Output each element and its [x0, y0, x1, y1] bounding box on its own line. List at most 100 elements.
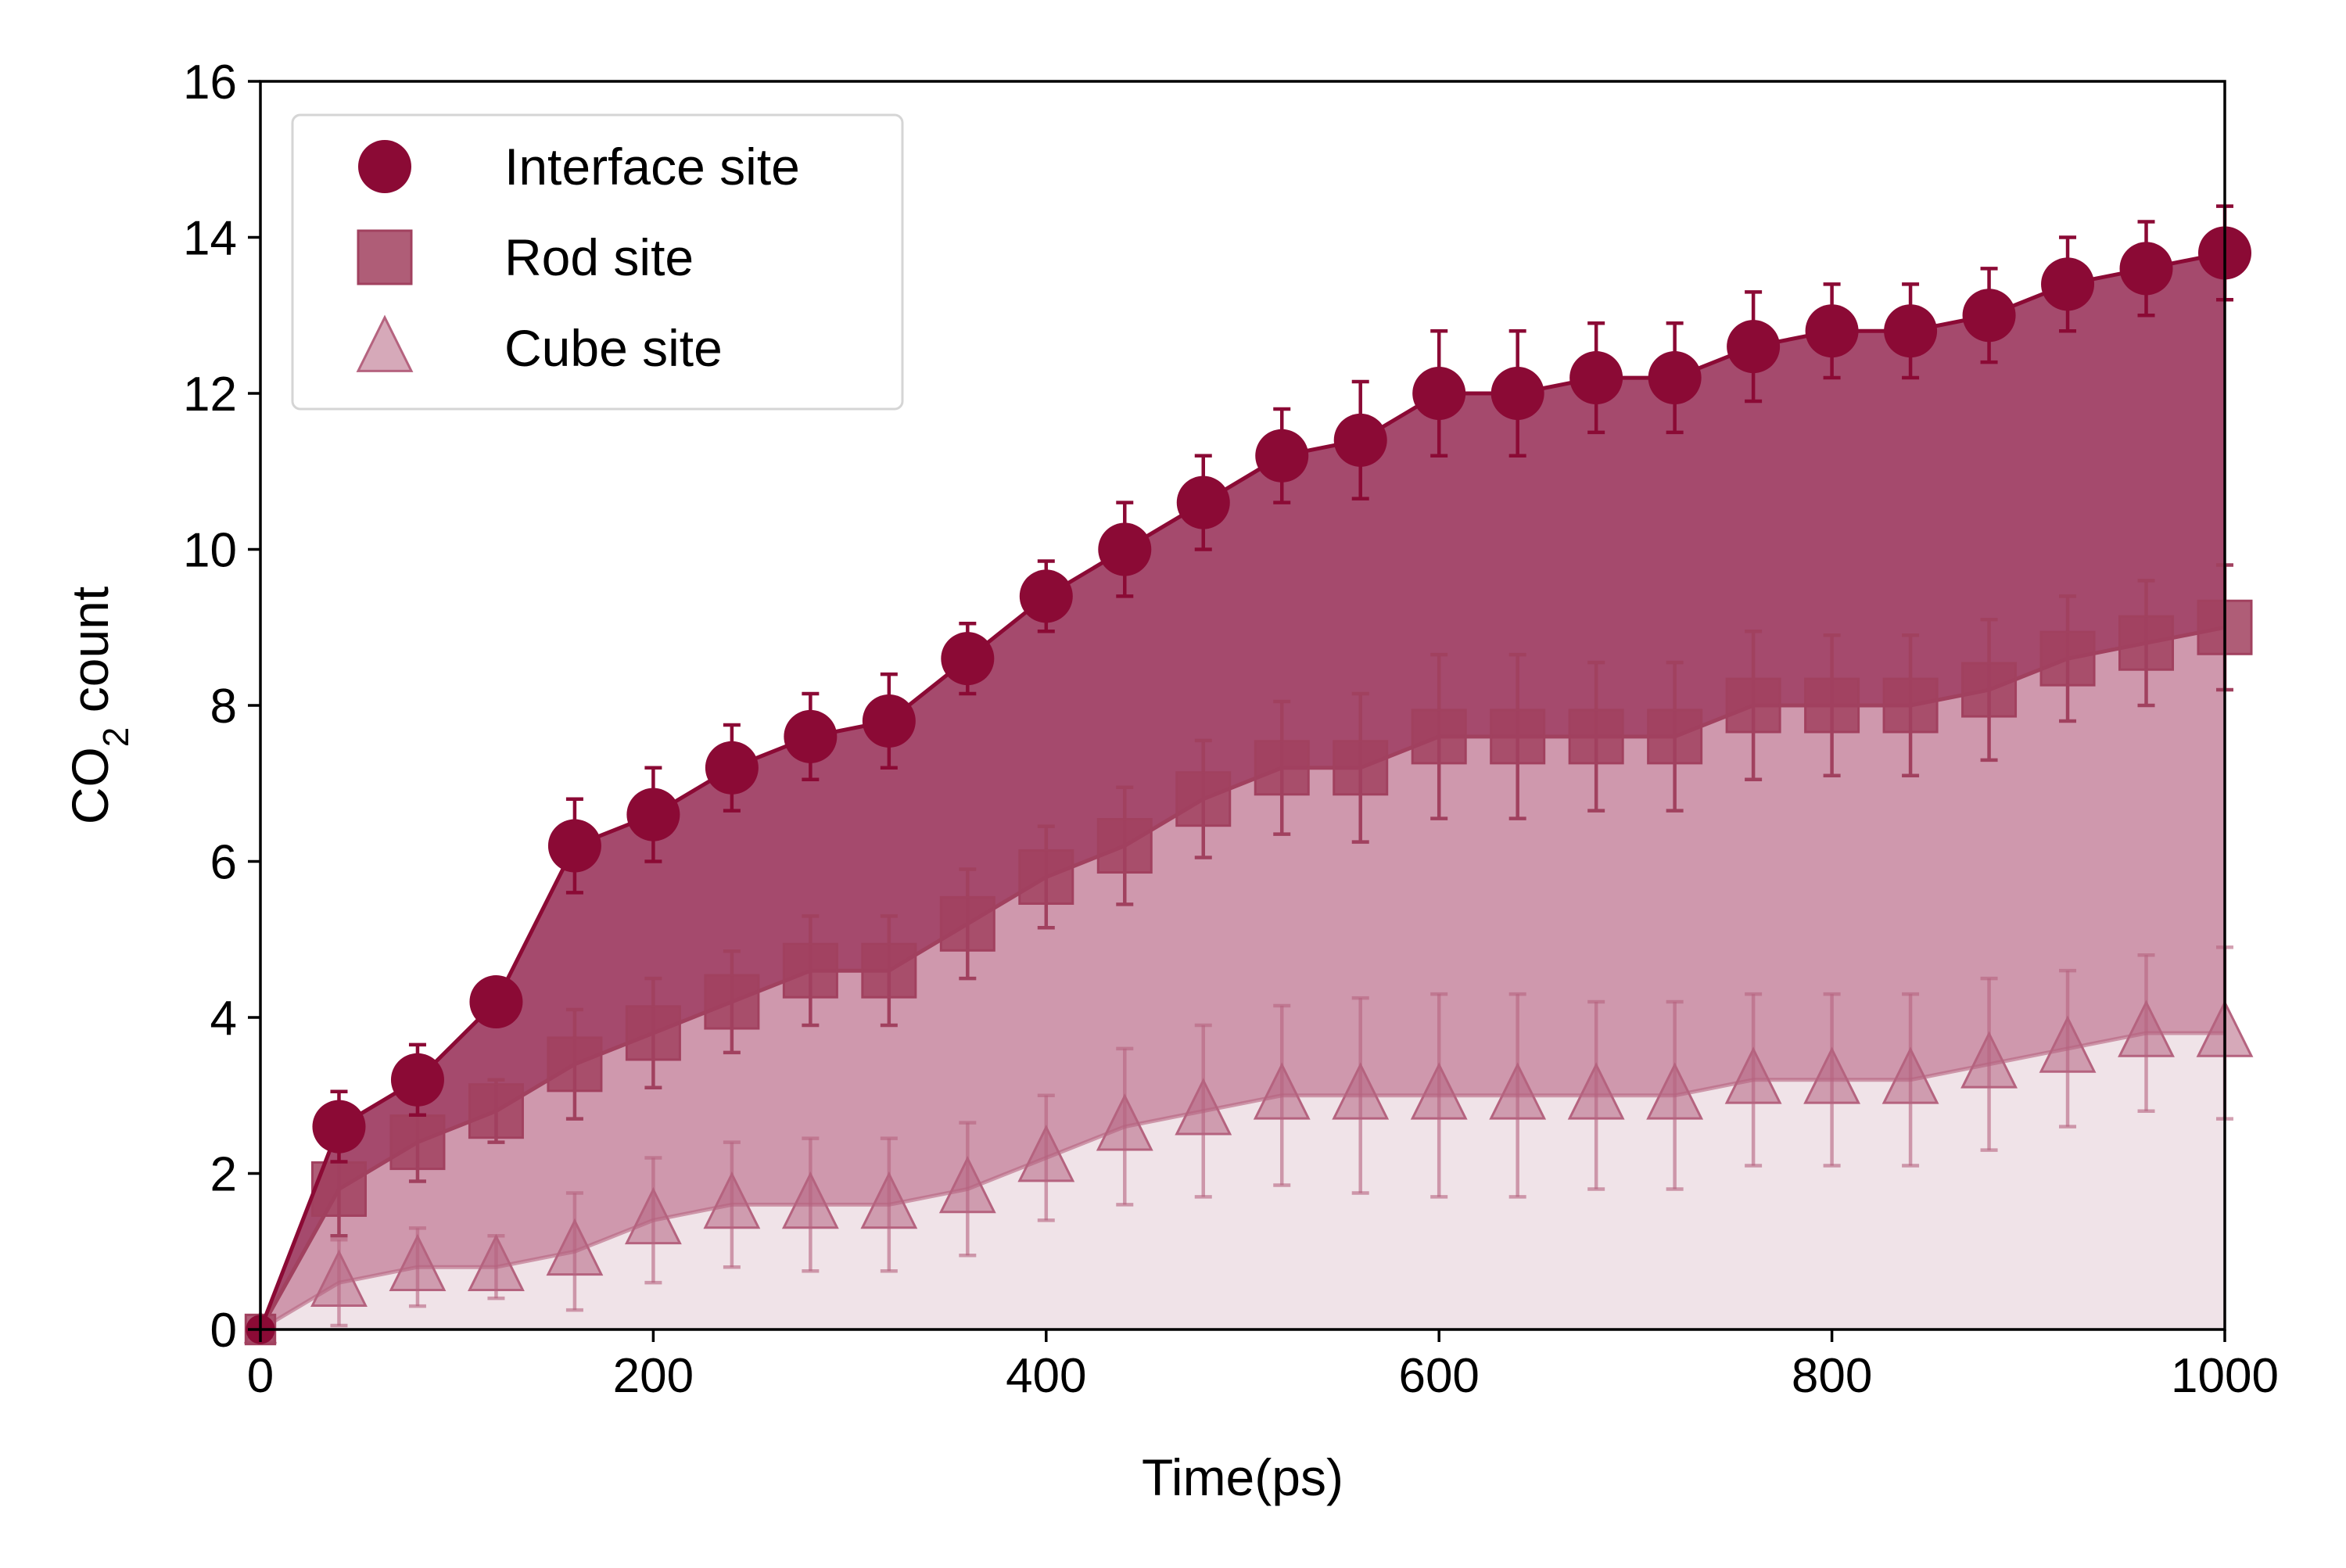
data-point-triangle: [2118, 999, 2175, 1057]
data-point-square: [547, 1036, 603, 1093]
data-point-square: [1096, 818, 1153, 874]
data-point-square: [1333, 740, 1389, 796]
data-point-triangle: [1410, 1062, 1468, 1120]
data-point-circle: [2041, 257, 2095, 311]
data-point-triangle: [1724, 1046, 1782, 1104]
data-point-circle: [862, 694, 916, 748]
data-point-square: [939, 895, 995, 952]
y-tick-label: 8: [210, 680, 237, 734]
y-axis-title-suffix: count: [61, 587, 119, 727]
axis-ticks: 0 200 400 600 800 1000 0 2 4 6 8 10 12 14 16: [183, 56, 2279, 1403]
legend-label-circle: Interface site: [504, 138, 800, 196]
x-tick-label: 800: [1792, 1349, 1872, 1403]
data-point-circle: [1176, 475, 1230, 529]
data-point-circle: [547, 819, 601, 873]
legend-item-circle: Interface site: [358, 138, 800, 196]
data-point-triangle: [1332, 1062, 1390, 1120]
data-point-square: [1961, 662, 2018, 718]
y-tick-label: 10: [183, 524, 237, 578]
data-point-triangle: [1960, 1031, 2018, 1089]
y-axis-title-prefix: CO: [61, 747, 119, 824]
y-tick-label: 14: [183, 212, 237, 266]
data-point-square: [1018, 849, 1074, 905]
data-point-circle: [1333, 413, 1387, 467]
data-point-square: [704, 974, 760, 1030]
y-tick-label: 2: [210, 1148, 237, 1202]
data-point-circle: [705, 741, 759, 795]
y-tick-label: 6: [210, 836, 237, 890]
data-point-circle: [1019, 569, 1073, 623]
data-point-square: [1568, 709, 1624, 765]
data-point-circle: [1255, 429, 1309, 483]
data-point-square: [389, 1114, 446, 1171]
x-tick-label: 400: [1006, 1349, 1086, 1403]
data-point-triangle: [468, 1233, 525, 1292]
legend-item-triangle: Cube site: [356, 314, 723, 377]
data-point-triangle: [546, 1218, 604, 1276]
series-circle: [246, 204, 2251, 1344]
x-axis-title: Time(ps): [1142, 1448, 1343, 1506]
data-point-triangle: [1017, 1125, 1075, 1182]
legend-marker-triangle: [356, 314, 414, 372]
data-point-circle: [1490, 367, 1544, 420]
data-point-triangle: [2039, 1015, 2097, 1073]
legend-marker-square: [357, 229, 413, 285]
data-point-triangle: [389, 1233, 447, 1292]
data-point-triangle: [1803, 1046, 1861, 1104]
series-square: [244, 563, 2253, 1346]
area-fills: [260, 253, 2225, 1329]
data-point-square: [1882, 677, 1939, 734]
area-fill-circle: [260, 253, 2225, 1329]
data-point-square: [1254, 740, 1310, 796]
legend-box: [291, 113, 904, 411]
x-tick-label: 600: [1398, 1349, 1479, 1403]
area-fill-triangle: [260, 1033, 2225, 1329]
data-point-triangle: [1096, 1093, 1153, 1151]
data-point-square: [861, 942, 917, 999]
data-point-square: [468, 1083, 524, 1139]
data-point-square: [1490, 709, 1546, 765]
data-point-square: [1411, 709, 1467, 765]
y-axis-title: CO2 count: [61, 587, 136, 824]
data-point-square: [1804, 677, 1860, 734]
legend: Interface site Rod site Cube site: [291, 113, 904, 411]
y-tick-label: 0: [210, 1304, 237, 1358]
data-point-triangle: [1567, 1062, 1625, 1120]
data-point-triangle: [860, 1171, 918, 1229]
data-point-circle: [941, 632, 995, 686]
data-point-triangle: [1489, 1062, 1547, 1120]
data-point-triangle: [1646, 1062, 1704, 1120]
series-triangle: [243, 945, 2254, 1344]
data-point-square: [782, 942, 838, 999]
data-point-triangle: [781, 1171, 839, 1229]
data-point-circle: [469, 975, 523, 1029]
data-point-triangle: [1253, 1062, 1311, 1120]
data-point-square: [2039, 630, 2096, 687]
x-tick-label: 200: [613, 1349, 694, 1403]
legend-label-square: Rod site: [504, 228, 694, 286]
data-point-square: [625, 1005, 681, 1061]
data-point-circle: [2119, 242, 2173, 296]
y-axis-title-subscript: 2: [95, 727, 136, 748]
data-point-circle: [1569, 351, 1623, 405]
legend-item-square: Rod site: [357, 228, 694, 286]
data-point-triangle: [624, 1186, 682, 1245]
series-lines-and-markers: [243, 204, 2254, 1346]
legend-marker-circle: [358, 140, 411, 193]
data-point-circle: [1805, 304, 1859, 358]
area-fill-square: [260, 627, 2225, 1329]
y-tick-label: 4: [210, 992, 237, 1046]
data-point-circle: [1727, 320, 1781, 374]
data-point-circle: [312, 1100, 366, 1154]
data-point-circle: [1412, 367, 1466, 420]
data-point-triangle: [1175, 1078, 1232, 1136]
x-tick-label: 0: [247, 1349, 274, 1403]
x-tick-label: 1000: [2171, 1349, 2279, 1403]
data-point-circle: [1962, 289, 2016, 343]
data-point-triangle: [938, 1155, 996, 1214]
legend-label-triangle: Cube site: [504, 319, 723, 377]
y-tick-label: 12: [183, 368, 237, 422]
data-point-triangle: [703, 1171, 761, 1229]
